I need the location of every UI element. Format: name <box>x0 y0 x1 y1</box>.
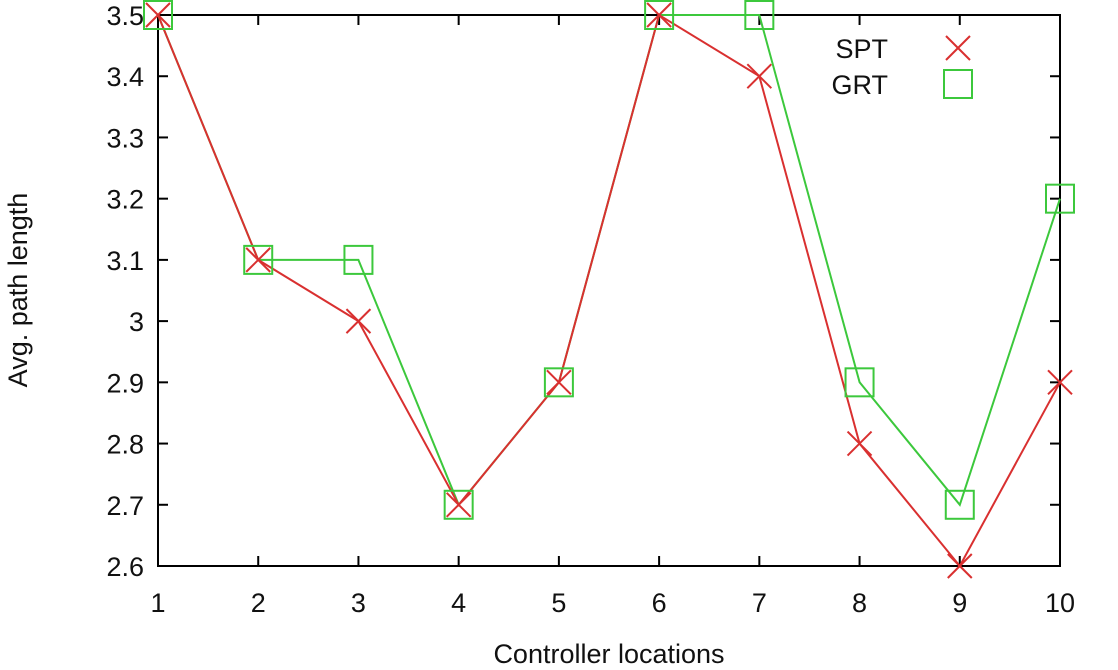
legend-label-grt: GRT <box>831 70 888 100</box>
x-tick-label: 9 <box>952 588 967 618</box>
x-tick-label: 6 <box>652 588 667 618</box>
data-point-spt-stroke <box>947 553 973 579</box>
x-tick-label: 3 <box>351 588 366 618</box>
data-point-spt <box>646 2 672 28</box>
series-line-spt <box>157 13 1061 568</box>
y-tick-label: 3.2 <box>106 185 144 215</box>
data-point-grt <box>644 0 675 30</box>
data-point-spt-stroke <box>145 2 171 28</box>
x-tick-label: 2 <box>251 588 266 618</box>
legend-marker-spt-stroke <box>945 35 971 61</box>
x-tick-label: 4 <box>451 588 466 618</box>
x-tick-label: 10 <box>1045 588 1075 618</box>
data-point-spt <box>145 2 171 28</box>
data-point-spt-stroke <box>546 369 572 396</box>
data-point-spt <box>546 369 572 396</box>
data-point-spt <box>345 308 372 334</box>
axis-ticks: 2.6 2.7 2.8 2.9 3 3.1 3.2 3.3 3.4 3.5 1 2 3 4 5 6 7 8 9 10 <box>106 1 1075 618</box>
data-point-grt <box>243 244 274 275</box>
y-tick-label: 3.3 <box>106 123 144 153</box>
data-point-spt <box>746 63 773 89</box>
data-point-spt-stroke <box>345 308 372 334</box>
y-tick-label: 2.9 <box>106 368 144 398</box>
y-tick-label: 2.8 <box>106 430 144 460</box>
data-point-spt <box>1047 369 1073 396</box>
data-point-grt <box>844 367 875 398</box>
y-tick-label: 3.5 <box>106 1 144 31</box>
y-tick-label: 2.7 <box>106 491 144 521</box>
y-tick-label: 3 <box>129 307 144 337</box>
data-point-grt <box>1045 183 1075 214</box>
y-tick-label: 3.4 <box>106 62 144 92</box>
series-line-grt <box>157 14 1061 507</box>
x-tick-label: 7 <box>752 588 767 618</box>
data-point-spt <box>245 247 271 273</box>
data-point-spt-stroke <box>846 430 873 457</box>
data-point-grt <box>744 0 775 30</box>
data-point-spt <box>445 492 472 518</box>
x-axis-title: Controller locations <box>493 639 724 669</box>
data-point-grt <box>143 0 173 30</box>
data-point-spt-stroke <box>746 63 773 89</box>
y-axis-title: Avg. path length <box>3 193 33 388</box>
legend: SPT GRT <box>831 34 973 100</box>
data-point-spt <box>846 430 873 457</box>
series-group <box>143 0 1075 579</box>
legend-label-spt: SPT <box>835 34 888 64</box>
data-point-grt <box>944 489 975 520</box>
data-point-spt-stroke <box>245 247 271 273</box>
x-tick-label: 1 <box>150 588 165 618</box>
legend-marker-spt <box>945 35 971 61</box>
data-point-grt <box>543 367 574 398</box>
legend-marker-grt <box>943 69 973 99</box>
data-point-grt <box>343 244 374 275</box>
data-point-spt-stroke <box>445 492 472 518</box>
y-tick-label: 3.1 <box>106 246 144 276</box>
y-tick-label: 2.6 <box>106 552 144 582</box>
plot-frame <box>157 14 1061 567</box>
x-tick-label: 5 <box>551 588 566 618</box>
data-point-spt-stroke <box>646 2 672 28</box>
data-point-grt <box>443 489 474 520</box>
data-point-spt-stroke <box>1047 369 1073 396</box>
data-point-spt <box>947 553 973 579</box>
x-tick-label: 8 <box>852 588 867 618</box>
